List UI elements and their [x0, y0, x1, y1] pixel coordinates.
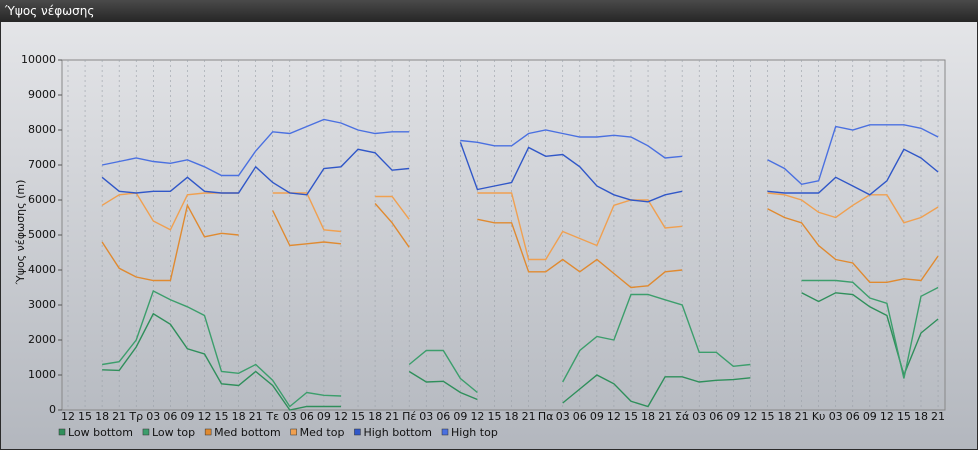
x-tick-label: Σά	[675, 410, 689, 423]
legend-label: Low bottom	[68, 426, 133, 439]
x-tick-label: 12	[880, 410, 894, 423]
x-tick-label: 09	[863, 410, 877, 423]
x-tick-label: 15	[351, 410, 365, 423]
series-line	[101, 203, 939, 289]
panel	[1, 22, 977, 449]
x-tick-label: 15	[624, 410, 638, 423]
x-tick-label: 12	[607, 410, 621, 423]
x-tick-label: 03	[556, 410, 570, 423]
x-tick-label: Πα	[538, 410, 554, 423]
series-line	[101, 192, 939, 261]
x-tick-label: 06	[709, 410, 723, 423]
y-tick-label: 6000	[28, 193, 56, 206]
x-tick-label: 03	[692, 410, 706, 423]
x-tick-label: 21	[931, 410, 945, 423]
y-tick-label: 10000	[21, 53, 56, 66]
x-tick-label: 09	[317, 410, 331, 423]
x-tick-label: 03	[283, 410, 297, 423]
x-tick-label: 06	[163, 410, 177, 423]
legend-label: Med top	[300, 426, 345, 439]
x-tick-label: 21	[522, 410, 536, 423]
x-tick-label: 18	[641, 410, 655, 423]
x-tick-label: 15	[78, 410, 92, 423]
x-tick-label: 21	[112, 410, 126, 423]
legend-swatch	[204, 428, 212, 436]
x-tick-label: 21	[795, 410, 809, 423]
x-tick-label: 21	[385, 410, 399, 423]
legend-label: High bottom	[363, 426, 432, 439]
x-tick-label: 06	[300, 410, 314, 423]
x-tick-label: 06	[436, 410, 450, 423]
y-axis-label: Ύψος νέφωσης (m)	[14, 180, 27, 286]
x-tick-label: 09	[453, 410, 467, 423]
y-tick-label: 5000	[28, 228, 56, 241]
x-tick-label: 18	[95, 410, 109, 423]
x-tick-label: 18	[914, 410, 928, 423]
legend-label: High top	[451, 426, 498, 439]
x-tick-label: 21	[249, 410, 263, 423]
x-tick-label: 03	[419, 410, 433, 423]
y-tick-label: 2000	[28, 333, 56, 346]
x-tick-label: 12	[61, 410, 75, 423]
x-tick-label: 12	[197, 410, 211, 423]
x-tick-label: 12	[470, 410, 484, 423]
series-line	[102, 292, 939, 411]
series-line	[101, 118, 939, 186]
legend-swatch	[142, 428, 150, 436]
x-tick-label: 15	[488, 410, 502, 423]
title-bar: Ύψος νέφωσης	[0, 0, 978, 22]
y-tick-label: 9000	[28, 88, 56, 101]
legend-swatch	[354, 428, 361, 436]
x-tick-label: Κυ	[812, 410, 826, 423]
x-tick-label: 18	[778, 410, 792, 423]
x-tick-label: Πέ	[402, 410, 416, 423]
y-tick-label: 1000	[28, 368, 56, 381]
x-tick-label: 18	[505, 410, 519, 423]
x-tick-label: Τρ	[128, 410, 143, 423]
legend-swatch	[441, 428, 449, 436]
x-tick-label: 03	[146, 410, 160, 423]
x-tick-label: Τε	[265, 410, 279, 423]
x-tick-label: 12	[334, 410, 348, 423]
series-line	[101, 279, 939, 408]
x-tick-label: 18	[368, 410, 382, 423]
x-tick-label: 12	[743, 410, 757, 423]
x-tick-label: 15	[760, 410, 774, 423]
x-tick-label: 15	[897, 410, 911, 423]
x-tick-label: 15	[215, 410, 229, 423]
x-tick-label: 03	[829, 410, 843, 423]
x-tick-label: 06	[846, 410, 860, 423]
x-tick-label: 18	[232, 410, 246, 423]
y-tick-label: 7000	[28, 158, 56, 171]
x-tick-label: 06	[573, 410, 587, 423]
chart: Ύψος νέφωσης (m) 12 15 18 21 Τρ 03 06 09 12 15 18 2…	[1, 22, 977, 449]
window-title: Ύψος νέφωσης	[5, 4, 95, 18]
x-tick-label: 09	[180, 410, 194, 423]
x-tick-label: 21	[658, 410, 672, 423]
y-tick-label: 8000	[28, 123, 56, 136]
legend-swatch	[58, 428, 66, 436]
legend-label: Med bottom	[214, 426, 281, 439]
x-tick-label: 09	[590, 410, 604, 423]
legend-swatch	[290, 428, 297, 436]
x-tick-label: 09	[726, 410, 740, 423]
y-tick-label: 4000	[28, 263, 56, 276]
series-line	[101, 142, 939, 203]
legend-label: Low top	[152, 426, 195, 439]
y-tick-label: 0	[49, 403, 56, 416]
y-tick-label: 3000	[28, 298, 56, 311]
